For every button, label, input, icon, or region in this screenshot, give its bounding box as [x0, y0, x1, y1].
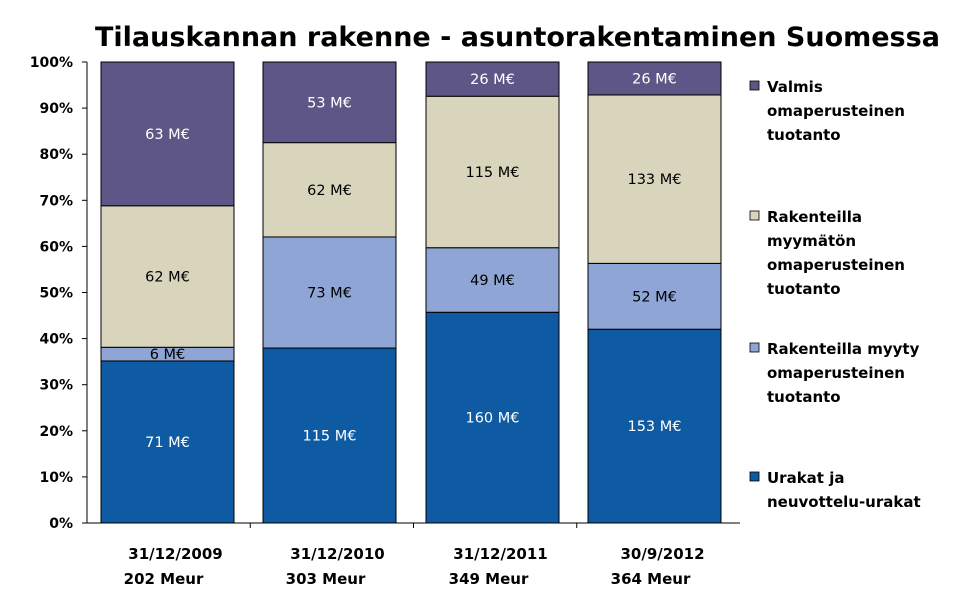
legend-item: Valmis omaperusteinen tuotanto — [749, 78, 905, 144]
bar-segment — [100, 61, 235, 207]
legend-label: Rakenteilla myyty — [767, 340, 920, 358]
data-label: 160 M€ — [465, 411, 519, 427]
y-tick-label: 70% — [39, 193, 73, 209]
x-tick-label: 31/12/2009 — [128, 545, 222, 563]
y-tick-label: 0% — [49, 516, 73, 532]
bar-segment — [587, 262, 722, 330]
x-tick-label: 30/9/2012 — [620, 545, 704, 563]
bar-segment — [425, 61, 560, 97]
legend-label: tuotanto — [767, 388, 841, 406]
legend-label: tuotanto — [767, 280, 841, 298]
data-label: 62 M€ — [307, 183, 352, 199]
legend-swatch — [749, 210, 760, 221]
chart-title: Tilauskannan rakenne - asuntorakentamine… — [95, 22, 940, 53]
data-label: 71 M€ — [145, 435, 190, 451]
y-tick-label: 30% — [39, 378, 73, 394]
legend-label: omaperusteinen — [767, 102, 905, 120]
bar-segment — [587, 328, 722, 524]
y-tick-label: 40% — [39, 332, 73, 348]
data-label: 153 M€ — [627, 419, 681, 435]
x-total-label: 202 Meur — [124, 570, 204, 588]
bar-stack: 160 M€ 49 M€ 115 M€ 26 M€ — [425, 61, 560, 524]
bar-segment — [100, 360, 235, 524]
x-total-label: 364 Meur — [611, 570, 691, 588]
x-tick-label: 31/12/2010 — [290, 545, 384, 563]
legend-label: neuvottelu-urakat — [767, 493, 921, 511]
legend-label: Valmis — [767, 78, 823, 96]
bar-segment — [262, 236, 397, 349]
data-label: 53 M€ — [307, 95, 352, 111]
legend-swatch — [749, 80, 760, 91]
bar-segment — [425, 311, 560, 524]
legend: Valmis omaperusteinen tuotanto Rakenteilla m… — [749, 78, 921, 511]
bar-stack: 71 M€ 6 M€ 62 M€ 63 M€ — [100, 61, 235, 524]
bar-segment — [262, 142, 397, 238]
y-tick-label: 20% — [39, 424, 73, 440]
x-total-label: 303 Meur — [286, 570, 366, 588]
data-label: 6 M€ — [150, 347, 186, 363]
legend-swatch — [749, 471, 760, 482]
data-label: 26 M€ — [632, 71, 677, 87]
x-total-label: 349 Meur — [449, 570, 529, 588]
y-tick-label: 60% — [39, 239, 73, 255]
bar-segment — [425, 247, 560, 313]
bar-segment — [262, 347, 397, 524]
legend-label: Urakat ja — [767, 469, 844, 487]
legend-item: Rakenteilla myyty omaperusteinen tuotanto — [749, 340, 920, 406]
bar-segment — [587, 61, 722, 96]
data-label: 133 M€ — [627, 172, 681, 188]
data-label: 62 M€ — [145, 270, 190, 286]
legend-swatch — [749, 342, 760, 353]
legend-label: omaperusteinen — [767, 256, 905, 274]
data-label: 26 M€ — [470, 72, 515, 88]
bar-stack: 115 M€ 73 M€ 62 M€ 53 M€ — [262, 61, 397, 524]
y-tick-label: 100% — [30, 55, 73, 71]
legend-label: tuotanto — [767, 126, 841, 144]
data-label: 115 M€ — [302, 429, 356, 445]
bar-segment — [425, 95, 560, 249]
data-label: 49 M€ — [470, 273, 515, 289]
legend-label: myymätön — [767, 232, 856, 250]
legend-item: Urakat ja neuvottelu-urakat — [749, 469, 921, 511]
data-label: 115 M€ — [465, 165, 519, 181]
x-axis-labels: 31/12/2009 202 Meur 31/12/2010 303 Meur 31/1… — [124, 545, 705, 588]
legend-label: omaperusteinen — [767, 364, 905, 382]
y-tick-label: 80% — [39, 147, 73, 163]
bar-segment — [262, 61, 397, 144]
legend-label: Rakenteilla — [767, 208, 862, 226]
x-tick-label: 31/12/2011 — [453, 545, 547, 563]
y-tick-label: 50% — [39, 286, 73, 302]
y-tick-label: 90% — [39, 101, 73, 117]
bar-segment — [100, 205, 235, 348]
data-label: 73 M€ — [307, 286, 352, 302]
data-label: 52 M€ — [632, 289, 677, 305]
y-tick-label: 10% — [39, 470, 73, 486]
bar-segment — [587, 94, 722, 264]
bars: 71 M€ 6 M€ 62 M€ 63 M€ 115 M€ 73 M€ 62 M€ 53 M€… — [100, 61, 722, 524]
axes: 0% 10% 20% 30% 40% 50% 60% 70% 80% 90% 100% — [30, 55, 740, 532]
legend-item: Rakenteilla myymätön omaperusteinen tuotant… — [749, 208, 905, 298]
data-label: 63 M€ — [145, 127, 190, 143]
bar-stack: 153 M€ 52 M€ 133 M€ 26 M€ — [587, 61, 722, 524]
